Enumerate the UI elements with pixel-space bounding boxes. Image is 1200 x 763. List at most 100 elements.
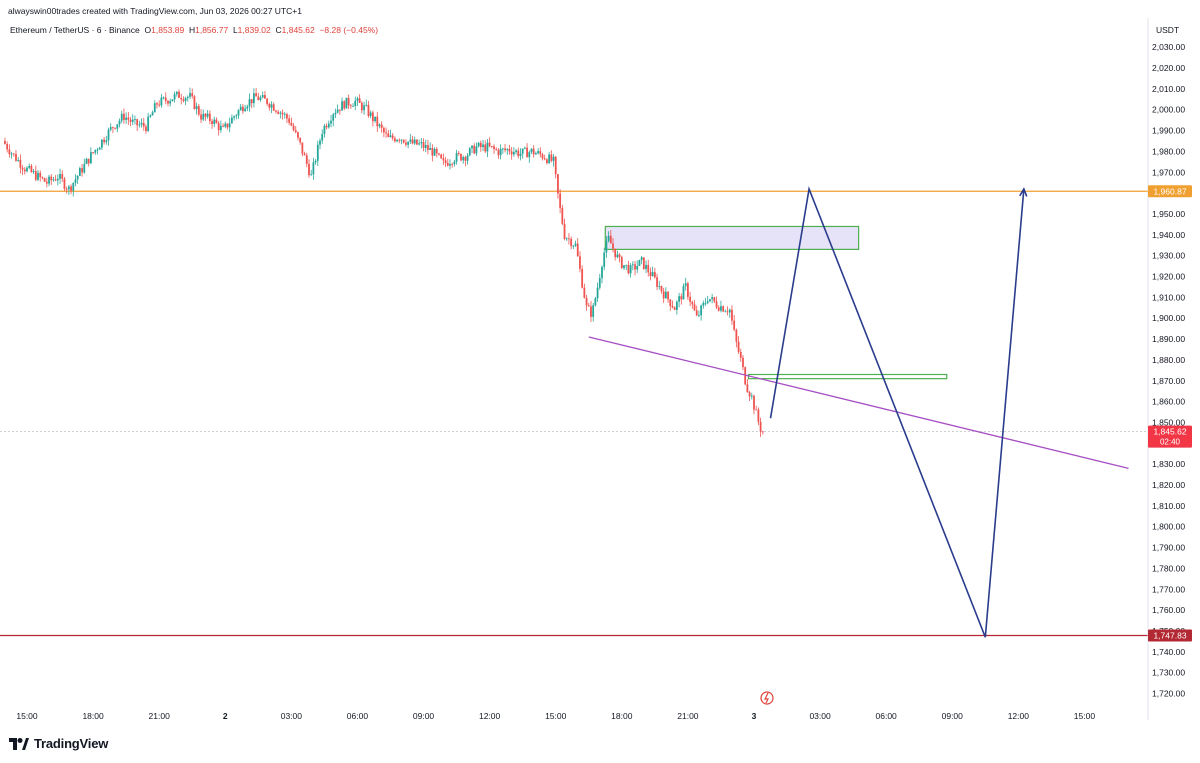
candle[interactable] bbox=[561, 204, 564, 226]
candle[interactable] bbox=[572, 244, 575, 249]
candle[interactable] bbox=[162, 96, 165, 100]
candle[interactable] bbox=[440, 153, 443, 159]
candle[interactable] bbox=[160, 94, 163, 108]
replay-lightning-icon[interactable] bbox=[760, 691, 774, 705]
candle[interactable] bbox=[288, 114, 291, 126]
candle[interactable] bbox=[30, 164, 33, 173]
candle[interactable] bbox=[89, 147, 92, 165]
candle[interactable] bbox=[512, 147, 515, 157]
candle[interactable] bbox=[715, 296, 718, 309]
candle[interactable] bbox=[217, 120, 220, 136]
candle[interactable] bbox=[253, 88, 255, 108]
candle[interactable] bbox=[429, 142, 432, 151]
candle[interactable] bbox=[609, 230, 612, 244]
candle[interactable] bbox=[292, 123, 295, 132]
candle[interactable] bbox=[737, 336, 740, 354]
candle[interactable] bbox=[246, 104, 249, 112]
candle[interactable] bbox=[552, 153, 555, 167]
candle[interactable] bbox=[581, 265, 584, 289]
candle[interactable] bbox=[744, 366, 747, 386]
candle[interactable] bbox=[206, 110, 209, 119]
candle[interactable] bbox=[418, 139, 421, 146]
candle[interactable] bbox=[761, 430, 764, 435]
candle[interactable] bbox=[413, 136, 416, 145]
candle[interactable] bbox=[215, 117, 218, 124]
candle[interactable] bbox=[255, 87, 258, 97]
candle[interactable] bbox=[530, 148, 533, 154]
tradingview-brand[interactable]: TradingView bbox=[9, 736, 108, 751]
candle[interactable] bbox=[301, 142, 304, 157]
supply-zone-box[interactable] bbox=[604, 225, 860, 250]
candle[interactable] bbox=[50, 174, 53, 186]
candle[interactable] bbox=[61, 170, 64, 183]
candle[interactable] bbox=[34, 165, 37, 182]
candle[interactable] bbox=[563, 218, 566, 241]
candle[interactable] bbox=[303, 151, 306, 156]
candle[interactable] bbox=[312, 157, 315, 180]
candle[interactable] bbox=[138, 120, 141, 128]
candle[interactable] bbox=[107, 127, 110, 146]
candle[interactable] bbox=[81, 163, 83, 177]
candle[interactable] bbox=[739, 348, 742, 362]
candle[interactable] bbox=[548, 151, 551, 165]
candle[interactable] bbox=[145, 124, 147, 134]
candle[interactable] bbox=[365, 99, 368, 107]
candle[interactable] bbox=[134, 115, 136, 125]
candle[interactable] bbox=[438, 152, 440, 156]
candle[interactable] bbox=[264, 90, 266, 99]
candle[interactable] bbox=[6, 141, 9, 153]
symbol-name[interactable]: Ethereum / TetherUS · 6 · Binance bbox=[10, 25, 140, 35]
candle[interactable] bbox=[539, 147, 542, 158]
candle[interactable] bbox=[233, 115, 235, 121]
candle[interactable] bbox=[72, 182, 75, 197]
candle[interactable] bbox=[592, 303, 595, 322]
candle[interactable] bbox=[519, 148, 522, 161]
candle[interactable] bbox=[603, 247, 606, 271]
candle[interactable] bbox=[321, 129, 324, 144]
candle[interactable] bbox=[612, 238, 614, 253]
candle[interactable] bbox=[87, 158, 90, 167]
candle[interactable] bbox=[37, 170, 39, 182]
candle[interactable] bbox=[724, 309, 727, 313]
candle[interactable] bbox=[559, 189, 562, 214]
candle[interactable] bbox=[74, 174, 77, 187]
candle[interactable] bbox=[462, 155, 465, 164]
candle[interactable] bbox=[65, 186, 68, 194]
candle[interactable] bbox=[526, 143, 528, 158]
candle[interactable] bbox=[394, 136, 396, 143]
candle[interactable] bbox=[667, 290, 669, 303]
candle[interactable] bbox=[52, 176, 55, 182]
candle[interactable] bbox=[642, 257, 645, 270]
candle[interactable] bbox=[495, 147, 498, 151]
candle[interactable] bbox=[367, 100, 370, 118]
candle[interactable] bbox=[211, 118, 213, 129]
candle[interactable] bbox=[493, 144, 495, 154]
candle[interactable] bbox=[757, 407, 760, 426]
candle[interactable] bbox=[363, 101, 365, 115]
candle[interactable] bbox=[186, 95, 189, 102]
candle[interactable] bbox=[557, 173, 559, 199]
candle[interactable] bbox=[43, 177, 46, 183]
candle[interactable] bbox=[182, 96, 185, 103]
candle[interactable] bbox=[427, 139, 429, 155]
candle[interactable] bbox=[305, 152, 308, 168]
candle[interactable] bbox=[257, 92, 260, 101]
candle[interactable] bbox=[598, 273, 601, 290]
candle[interactable] bbox=[169, 98, 172, 107]
candle[interactable] bbox=[290, 117, 293, 127]
candle[interactable] bbox=[85, 157, 88, 165]
candle[interactable] bbox=[684, 277, 687, 291]
candle[interactable] bbox=[41, 176, 44, 180]
candle[interactable] bbox=[156, 102, 158, 109]
candle[interactable] bbox=[653, 267, 656, 279]
candle[interactable] bbox=[314, 159, 317, 165]
candle[interactable] bbox=[338, 109, 341, 115]
candle[interactable] bbox=[471, 145, 473, 154]
candle[interactable] bbox=[385, 127, 387, 138]
candle[interactable] bbox=[583, 283, 586, 299]
candle[interactable] bbox=[407, 141, 410, 149]
candle[interactable] bbox=[488, 137, 491, 148]
candle[interactable] bbox=[308, 159, 310, 178]
candle[interactable] bbox=[142, 117, 145, 131]
